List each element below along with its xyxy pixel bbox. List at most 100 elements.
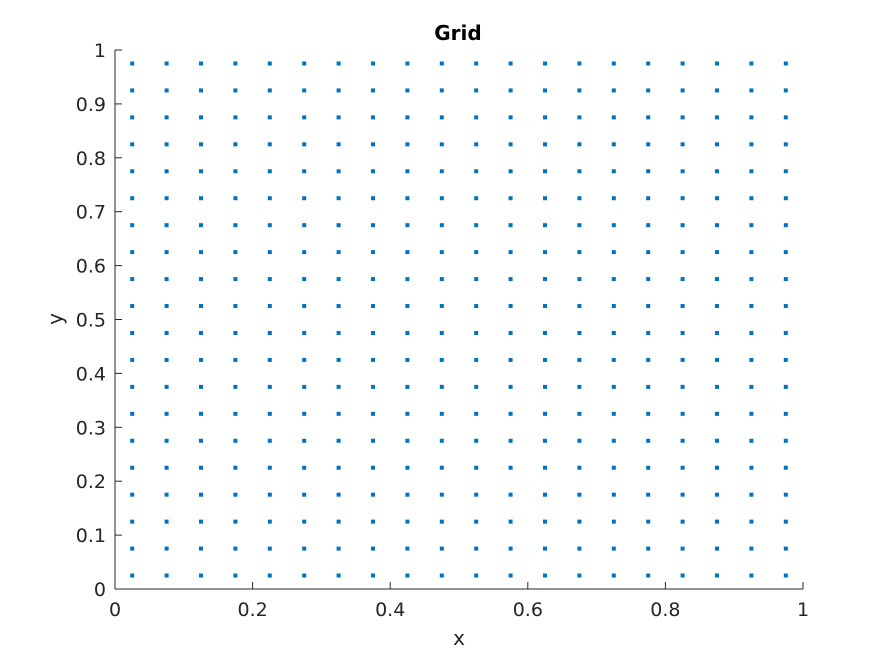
data-point [680, 277, 685, 282]
data-point [646, 357, 651, 362]
data-point [543, 330, 547, 335]
data-point [715, 142, 719, 147]
data-point [439, 196, 444, 201]
data-point [405, 250, 410, 255]
data-point [611, 169, 616, 174]
data-point [164, 277, 169, 282]
data-point [611, 250, 616, 255]
data-point [508, 357, 513, 362]
data-point [715, 546, 719, 551]
data-point [405, 384, 410, 389]
data-point [164, 304, 169, 309]
data-point [646, 519, 651, 524]
data-point [508, 492, 513, 497]
data-point [267, 573, 272, 578]
data-point [783, 277, 788, 282]
data-point [680, 357, 685, 362]
data-point [267, 465, 272, 470]
data-point [130, 357, 135, 362]
data-point [749, 519, 754, 524]
data-point [680, 492, 685, 497]
data-point [199, 223, 203, 228]
data-point [749, 223, 754, 228]
data-point [439, 169, 444, 174]
data-point [577, 142, 582, 147]
data-point [130, 384, 135, 389]
data-point [267, 88, 272, 93]
data-point [783, 196, 788, 201]
data-point [543, 573, 547, 578]
data-point [233, 196, 238, 201]
data-point [267, 519, 272, 524]
data-point [715, 169, 719, 174]
data-point [611, 411, 616, 416]
data-point [164, 142, 169, 147]
data-point [439, 357, 444, 362]
data-point [336, 438, 341, 443]
data-point [130, 330, 135, 335]
data-point [508, 411, 513, 416]
data-point [680, 304, 685, 309]
data-point [405, 88, 410, 93]
data-point [302, 115, 307, 120]
x-tick-label: 1 [797, 599, 809, 621]
data-point [336, 492, 341, 497]
data-point [371, 142, 375, 147]
data-point [439, 330, 444, 335]
x-tick-label: 0.4 [375, 599, 405, 621]
data-point [508, 142, 513, 147]
data-point [164, 223, 169, 228]
data-point [680, 196, 685, 201]
data-point [164, 61, 169, 66]
data-point [508, 61, 513, 66]
data-point [164, 169, 169, 174]
data-point [130, 61, 135, 66]
data-point [302, 465, 307, 470]
data-point [474, 573, 479, 578]
data-point [749, 492, 754, 497]
data-point [439, 465, 444, 470]
data-point [439, 546, 444, 551]
data-point [715, 61, 719, 66]
data-point [371, 169, 375, 174]
data-point [371, 196, 375, 201]
data-point [130, 519, 135, 524]
data-point [164, 384, 169, 389]
data-point [611, 492, 616, 497]
data-point [233, 465, 238, 470]
data-point [543, 115, 547, 120]
y-tick-label: 0.9 [76, 94, 106, 116]
data-point [336, 61, 341, 66]
data-point [543, 277, 547, 282]
y-tick-label: 0.8 [76, 148, 106, 170]
data-point [783, 330, 788, 335]
data-point [405, 519, 410, 524]
data-point [199, 465, 203, 470]
data-point [646, 61, 651, 66]
data-point [474, 492, 479, 497]
data-point [199, 277, 203, 282]
data-point [199, 88, 203, 93]
data-point [267, 169, 272, 174]
data-point [543, 142, 547, 147]
data-point [646, 330, 651, 335]
data-point [267, 546, 272, 551]
data-point [715, 277, 719, 282]
data-point [233, 519, 238, 524]
data-point [474, 223, 479, 228]
data-point [508, 196, 513, 201]
data-point [543, 438, 547, 443]
data-point [508, 438, 513, 443]
data-point [646, 492, 651, 497]
data-point [371, 115, 375, 120]
data-point [130, 250, 135, 255]
data-point [577, 304, 582, 309]
data-point [680, 465, 685, 470]
data-point [543, 384, 547, 389]
data-point [267, 304, 272, 309]
data-point [577, 438, 582, 443]
data-point [749, 573, 754, 578]
data-point [439, 142, 444, 147]
data-point [783, 492, 788, 497]
